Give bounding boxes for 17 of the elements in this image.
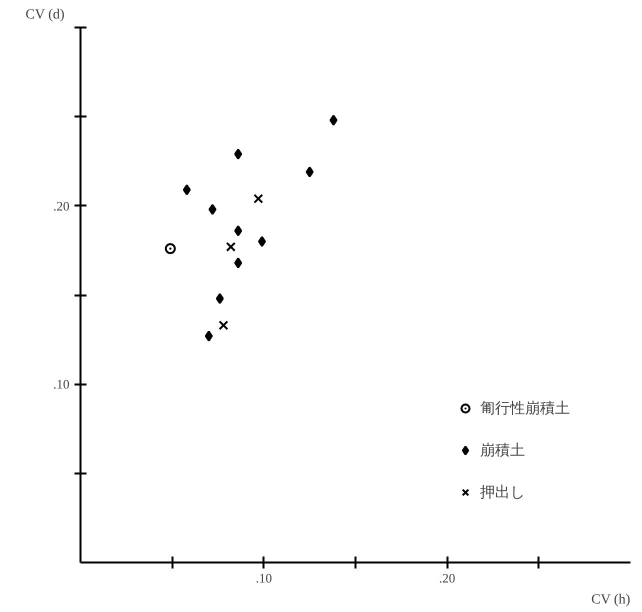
point: [234, 225, 242, 236]
legend-label: 押出し: [480, 482, 525, 502]
point: [226, 242, 236, 252]
point: [306, 166, 314, 178]
point: [216, 293, 224, 304]
point: [258, 236, 266, 247]
point: [164, 243, 176, 254]
legend-label: 崩積土: [480, 440, 525, 460]
y-axis-title: CV (d): [26, 8, 65, 22]
x-axis-title: CV (h): [591, 592, 631, 608]
point: [234, 148, 242, 160]
point: [204, 330, 213, 342]
point: [182, 184, 191, 196]
point: [234, 257, 242, 268]
legend-label: 匍行性崩積土: [480, 398, 570, 418]
point: [253, 194, 264, 204]
point: [218, 320, 228, 330]
